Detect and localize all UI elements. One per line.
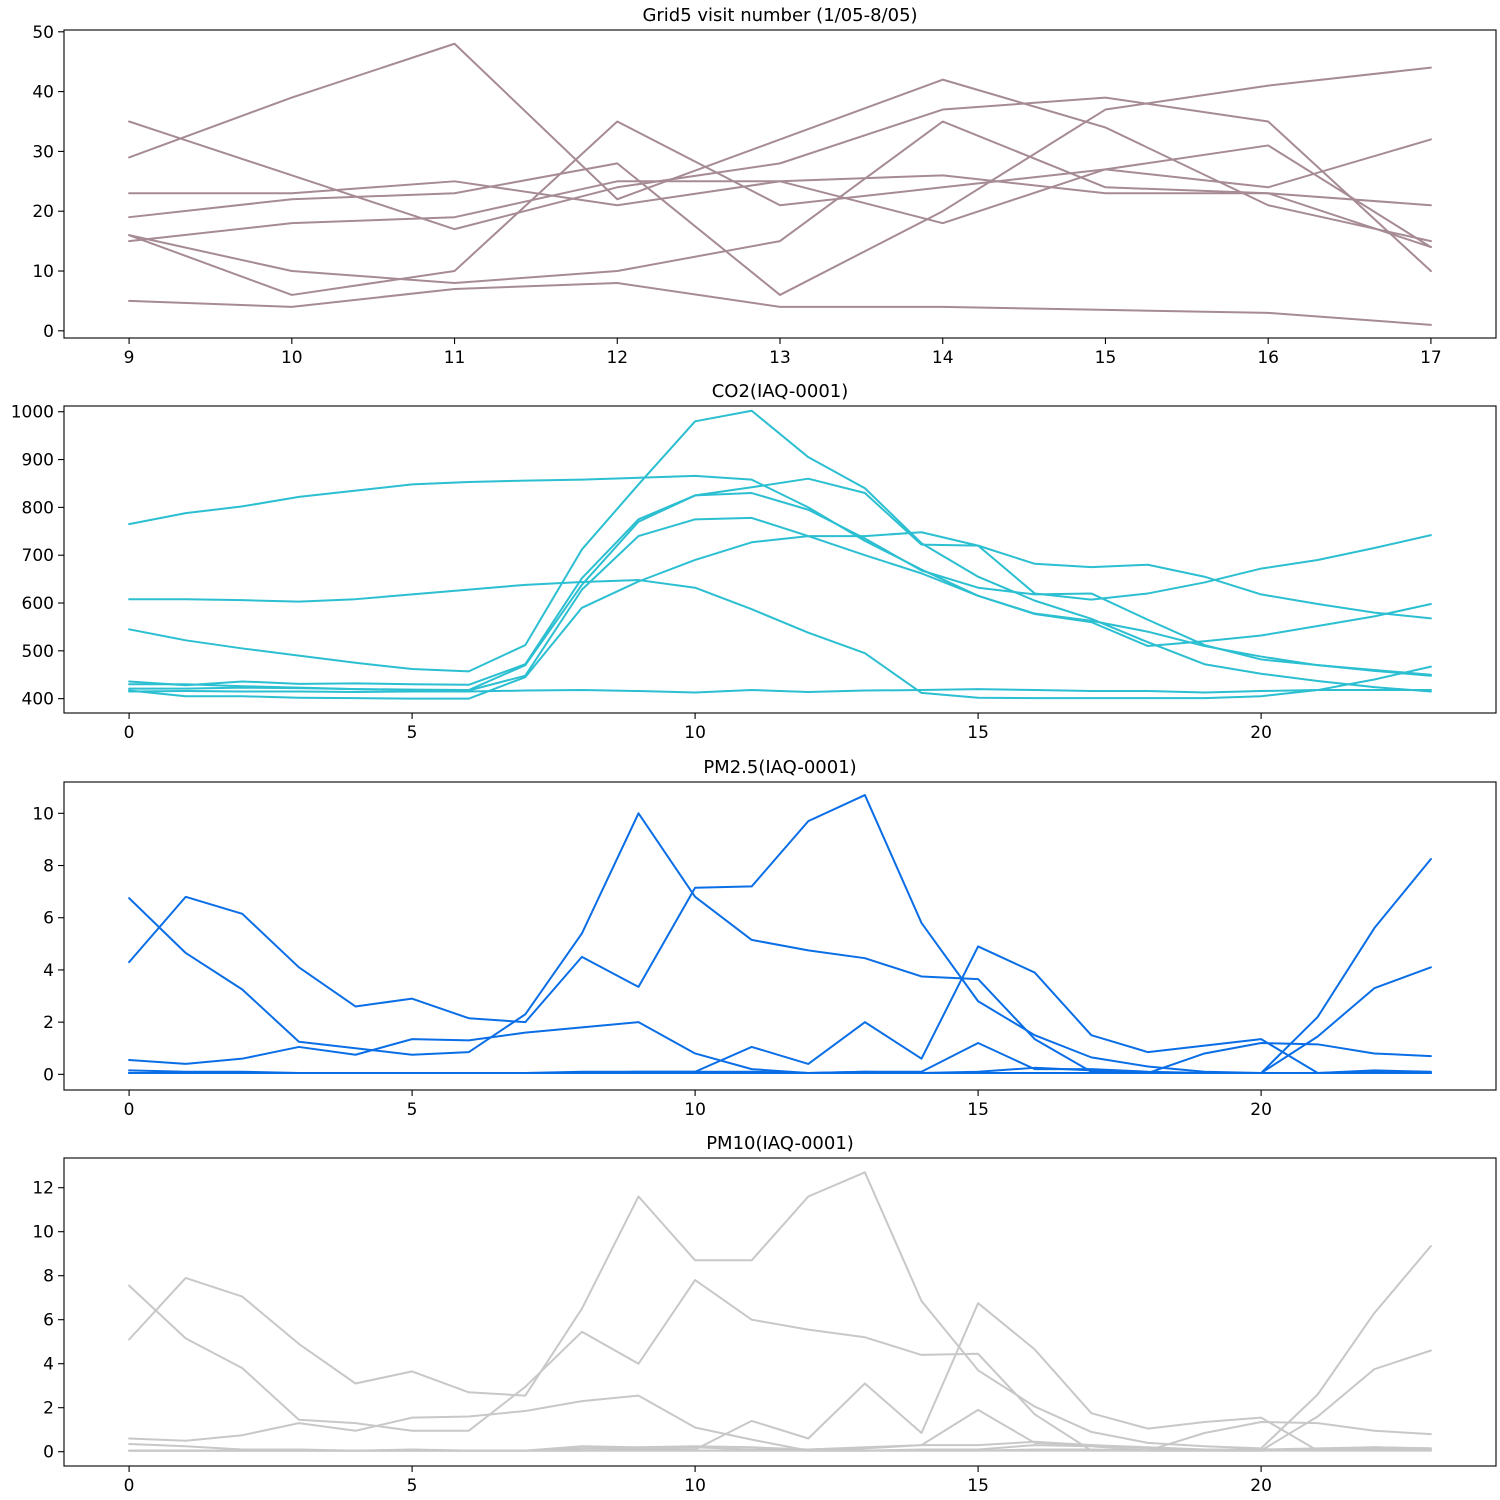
x-tick-label: 16 <box>1257 348 1279 368</box>
y-tick-label: 4 <box>43 961 54 981</box>
chart-title: PM2.5(IAQ-0001) <box>703 757 856 778</box>
y-tick-label: 500 <box>22 642 54 662</box>
x-tick-label: 9 <box>124 348 135 368</box>
x-tick-label: 15 <box>967 723 989 743</box>
x-tick-label: 0 <box>124 1100 135 1120</box>
series-line-1 <box>128 794 1432 1075</box>
y-tick-label: 0 <box>43 1065 54 1085</box>
x-tick-label: 5 <box>407 1100 418 1120</box>
chart-panel-3: PM2.5(IAQ-0001) 0 5 10 15 20 0 2 4 6 8 10 <box>32 757 1497 1120</box>
chart-title: PM10(IAQ-0001) <box>706 1133 854 1154</box>
series-line-6 <box>128 120 1432 284</box>
x-tick-label: 10 <box>684 1100 706 1120</box>
x-tick-label: 20 <box>1250 723 1272 743</box>
series-line-1 <box>128 1171 1432 1450</box>
x-tick-label: 10 <box>684 723 706 743</box>
series-line-6 <box>128 516 1432 692</box>
series-line-3 <box>128 409 1432 693</box>
x-tick-label: 20 <box>1250 1100 1272 1120</box>
chart-panel-2: CO2(IAQ-0001) 0 5 10 15 20 400 500 600 700 800 900 1… <box>11 381 1497 743</box>
x-tick-label: 5 <box>407 723 418 743</box>
x-tick-label: 11 <box>444 348 466 368</box>
series-line-2 <box>128 1279 1432 1452</box>
x-tick-label: 10 <box>281 348 303 368</box>
y-tick-label: 30 <box>32 142 54 162</box>
y-tick-label: 40 <box>32 83 54 103</box>
y-tick-label: 900 <box>22 451 54 471</box>
series-line-4 <box>128 492 1432 687</box>
x-tick-label: 20 <box>1250 1476 1272 1496</box>
series-line-8 <box>128 281 1432 326</box>
series-line-7 <box>128 535 1432 700</box>
x-tick-label: 15 <box>967 1100 989 1120</box>
y-tick-label: 2 <box>43 1013 54 1033</box>
x-tick-label: 10 <box>684 1476 706 1496</box>
chart-panel-1: Grid5 visit number (1/05-8/05) 9 10 11 12 13 1… <box>32 5 1497 368</box>
y-tick-label: 0 <box>43 322 54 342</box>
plot-frame <box>63 781 1497 1091</box>
y-tick-label: 20 <box>32 202 54 222</box>
y-tick-label: 0 <box>43 1443 54 1463</box>
y-tick-label: 12 <box>32 1179 54 1199</box>
series-line-3 <box>128 1394 1432 1452</box>
series-line-5 <box>128 144 1432 249</box>
y-tick-label: 10 <box>32 1223 54 1243</box>
series-line-2 <box>128 579 1432 700</box>
x-tick-label: 15 <box>1095 348 1117 368</box>
plot-frame <box>63 1157 1497 1467</box>
x-tick-label: 14 <box>932 348 954 368</box>
y-tick-label: 6 <box>43 909 54 929</box>
x-tick-label: 15 <box>967 1476 989 1496</box>
x-tick-label: 0 <box>124 723 135 743</box>
series-line-4 <box>128 66 1432 296</box>
x-tick-label: 13 <box>769 348 791 368</box>
series-line-7 <box>128 120 1432 296</box>
series-line-3 <box>128 1021 1432 1075</box>
y-tick-label: 1000 <box>11 403 54 423</box>
y-tick-label: 800 <box>22 498 54 518</box>
x-tick-label: 12 <box>606 348 628 368</box>
x-tick-label: 0 <box>124 1476 135 1496</box>
x-tick-label: 5 <box>407 1476 418 1496</box>
y-tick-label: 50 <box>32 23 54 43</box>
y-tick-label: 600 <box>22 594 54 614</box>
y-tick-label: 8 <box>43 1267 54 1287</box>
series-line-2 <box>128 96 1432 273</box>
plot-frame <box>63 405 1497 714</box>
y-tick-label: 8 <box>43 857 54 877</box>
y-tick-label: 10 <box>32 262 54 282</box>
chart-title: Grid5 visit number (1/05-8/05) <box>642 5 917 26</box>
y-tick-label: 4 <box>43 1355 54 1375</box>
y-tick-label: 10 <box>32 804 54 824</box>
series-line-1 <box>128 42 1432 243</box>
y-tick-label: 700 <box>22 546 54 566</box>
y-tick-label: 6 <box>43 1311 54 1331</box>
chart-title: CO2(IAQ-0001) <box>712 381 849 402</box>
y-tick-label: 2 <box>43 1399 54 1419</box>
series-line-8 <box>128 688 1432 694</box>
x-tick-label: 17 <box>1420 348 1442 368</box>
chart-panel-4: PM10(IAQ-0001) 0 5 10 15 20 0 2 4 6 8 10 12 <box>32 1133 1497 1496</box>
series-line-4 <box>128 945 1432 1075</box>
y-tick-label: 400 <box>22 690 54 710</box>
